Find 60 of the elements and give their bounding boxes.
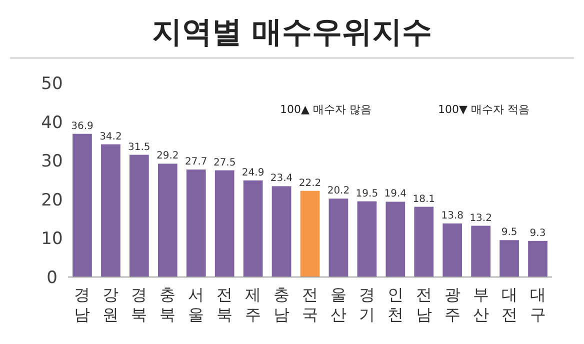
data-label: 9.3 — [530, 228, 546, 239]
x-tick-label: 충남 — [274, 285, 290, 324]
data-label: 31.5 — [128, 142, 150, 153]
x-tick-label: 대구 — [530, 285, 546, 324]
data-label: 13.8 — [441, 210, 464, 222]
bar — [214, 170, 234, 277]
bar — [471, 226, 491, 277]
x-tick-label: 인천 — [387, 285, 404, 324]
data-label: 23.4 — [270, 173, 293, 184]
data-label: 20.2 — [327, 186, 350, 197]
x-tick-label: 광주 — [444, 285, 460, 324]
bar — [101, 144, 120, 277]
bar — [158, 164, 178, 277]
data-label: 19.4 — [384, 188, 407, 200]
x-tick-label: 경기 — [358, 285, 375, 324]
bar — [528, 240, 548, 277]
x-tick-label: 제주 — [245, 285, 262, 324]
bar — [300, 190, 320, 277]
bar — [243, 180, 263, 277]
bar — [386, 202, 406, 277]
bar — [442, 223, 462, 277]
y-tick-label: 10 — [41, 229, 63, 250]
data-label: 34.2 — [100, 131, 122, 142]
bar — [414, 206, 434, 277]
x-tick-label: 부산 — [472, 285, 489, 324]
data-label: 24.9 — [242, 167, 264, 178]
data-label: 29.2 — [156, 150, 179, 162]
x-tick-label: 전북 — [216, 285, 233, 324]
data-label: 18.1 — [412, 194, 436, 205]
y-tick-label: 20 — [41, 190, 63, 210]
data-label: 22.2 — [298, 178, 322, 189]
x-tick-label: 전남 — [416, 285, 432, 324]
bar — [328, 198, 348, 277]
annotation: 100▲ 매수자 많음 — [280, 103, 372, 116]
annotation: 100▼ 매수자 적음 — [438, 103, 530, 116]
chart-title: 지역별 매수우위지수 — [152, 15, 432, 50]
x-tick-label: 대전 — [501, 285, 518, 324]
y-tick-label: 0 — [46, 268, 58, 288]
x-tick-label: 경북 — [131, 285, 148, 324]
y-tick-label: 50 — [41, 74, 63, 94]
data-label: 9.5 — [501, 227, 518, 238]
x-tick-label: 강원 — [102, 285, 119, 324]
bar — [500, 240, 519, 277]
x-tick-label: 전국 — [302, 285, 318, 324]
data-label: 27.7 — [184, 156, 208, 168]
x-tick-label: 경남 — [74, 285, 90, 324]
data-label: 27.5 — [213, 157, 236, 168]
x-tick-label: 울산 — [330, 285, 346, 324]
data-label: 36.9 — [71, 120, 94, 132]
data-label: 19.5 — [356, 188, 378, 200]
bar — [272, 186, 292, 277]
bar — [72, 134, 92, 277]
bar — [186, 170, 206, 277]
x-tick-label: 충북 — [160, 285, 176, 324]
x-tick-label: 서울 — [188, 285, 204, 324]
y-tick-label: 40 — [41, 112, 63, 133]
bar — [129, 154, 149, 277]
data-label: 13.2 — [470, 212, 492, 224]
y-tick-label: 30 — [41, 152, 63, 172]
bar — [357, 201, 377, 277]
